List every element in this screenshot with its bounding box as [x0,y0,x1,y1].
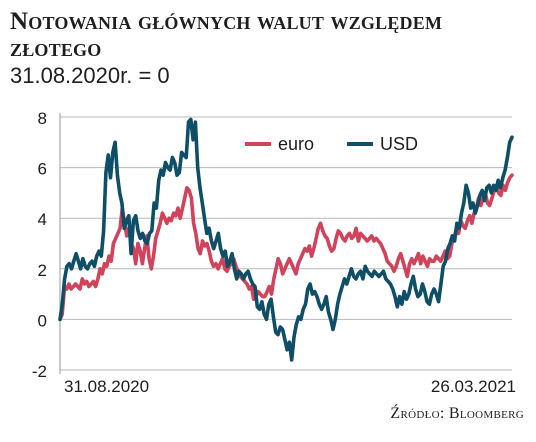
y-tick-label: 6 [38,160,47,179]
source-credit: Źródło: Bloomberg [390,405,524,422]
legend-label-euro: euro [278,134,314,154]
y-tick-label: -2 [32,362,47,381]
chart-legend: euro USD [245,134,418,154]
y-tick-label: 2 [38,261,47,280]
y-tick-label: 4 [38,210,47,229]
x-axis-ticks: 31.08.2020 26.03.2021 [64,377,516,396]
chart-series [58,117,514,362]
chart-subtitle: 31.08.2020r. = 0 [10,63,170,88]
series-line-usd [58,117,514,362]
x-tick-label-start: 31.08.2020 [64,377,149,396]
page-title: Notowania głównych walut względem złoteg… [10,8,443,62]
y-tick-label: 8 [38,109,47,128]
legend-label-usd: USD [380,134,418,154]
y-axis-ticks: -2 0 2 4 6 8 [32,109,47,381]
series-line-euro [58,173,514,322]
y-tick-label: 0 [38,311,47,330]
chart-grid [59,113,512,374]
x-tick-label-end: 26.03.2021 [431,377,516,396]
